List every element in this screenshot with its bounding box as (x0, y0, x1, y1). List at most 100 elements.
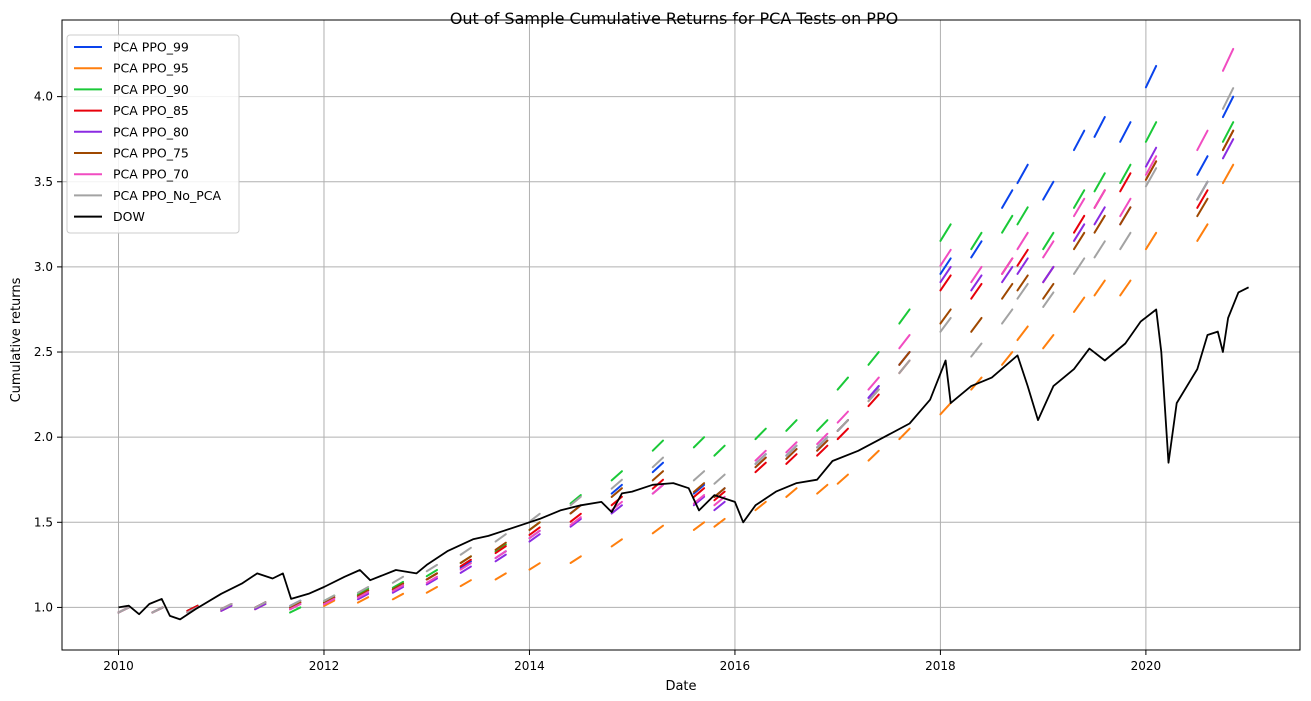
series-segment (610, 487, 623, 498)
series-segment (816, 419, 829, 432)
series-segment (692, 436, 706, 449)
series-segment (1016, 282, 1029, 300)
legend-label: PCA PPO_85 (113, 103, 189, 118)
series-segment (1093, 214, 1106, 234)
series-segment (970, 231, 983, 251)
series-segment (692, 470, 706, 482)
series-segment (356, 591, 370, 599)
series-segment (569, 512, 582, 523)
series-segment (425, 577, 438, 586)
series-segment (939, 257, 952, 275)
legend-label: PCA PPO_95 (113, 61, 189, 76)
series-segment (1001, 351, 1014, 366)
y-tick-label: 1.5 (34, 515, 53, 529)
x-tick-label: 2014 (514, 659, 545, 673)
series-segment (569, 494, 582, 505)
series-segment (785, 419, 798, 432)
series-segment (867, 376, 880, 391)
series-segment (1196, 180, 1209, 201)
legend-entry: PCA PPO_80 (74, 124, 189, 139)
series-segment (391, 575, 405, 584)
series-segment (785, 453, 798, 465)
series-segment (1221, 121, 1235, 143)
series-segment (528, 529, 541, 540)
legend-entry: PCA PPO_90 (74, 82, 189, 97)
series-segment (356, 592, 370, 601)
series-segment (391, 582, 405, 591)
series-segment (1001, 308, 1014, 325)
series-segment (816, 432, 829, 446)
series-segment (494, 543, 507, 553)
legend-label: PCA PPO_80 (113, 124, 189, 139)
series-segment (898, 334, 911, 350)
series-segment (569, 555, 582, 564)
series-segment (692, 482, 706, 493)
series-segment (1042, 180, 1055, 201)
series-segment (610, 478, 623, 490)
series-segment (754, 461, 767, 474)
y-tick-label: 3.0 (34, 260, 53, 274)
series-segment (1119, 197, 1132, 218)
series-segment (1196, 155, 1209, 176)
y-tick-label: 4.0 (34, 90, 53, 104)
series-segment (785, 448, 798, 460)
series-segment (970, 316, 983, 333)
legend-label: DOW (113, 209, 145, 224)
series-segment (391, 580, 405, 589)
series-segment (1221, 163, 1235, 185)
series-segment (425, 568, 438, 578)
series-segment (785, 441, 798, 454)
series-segment (528, 562, 541, 571)
series-segment (220, 604, 233, 612)
series-segment (459, 555, 472, 564)
series-segment (1001, 282, 1014, 300)
series-segment (322, 599, 336, 607)
series-segment (322, 597, 336, 606)
x-tick-label: 2010 (103, 659, 134, 673)
series-segment (254, 601, 267, 609)
series-segment (816, 439, 829, 452)
series-segment (1016, 206, 1029, 226)
series-segment (1042, 282, 1055, 300)
series-segment (289, 599, 302, 607)
series-segment (459, 562, 472, 571)
series-segment (1119, 172, 1132, 193)
series-segment (651, 470, 665, 482)
series-segment (1119, 163, 1132, 185)
series-segment (867, 449, 880, 462)
series-segment (494, 553, 507, 563)
y-tick-label: 2.0 (34, 430, 53, 444)
series-segment (692, 483, 706, 495)
series-segment (1042, 291, 1055, 308)
series-segment (425, 572, 438, 581)
legend-entry: DOW (74, 209, 145, 224)
x-tick-label: 2018 (925, 659, 956, 673)
series-segment (1016, 257, 1029, 275)
series-segment (754, 427, 767, 441)
series-segment (836, 376, 849, 391)
series-segment (785, 487, 798, 498)
series-segment (970, 265, 983, 284)
series-segment (1042, 231, 1055, 251)
series-segment (754, 453, 767, 465)
series-segment (754, 500, 767, 512)
series-segment (459, 546, 472, 556)
series-segment (1001, 265, 1014, 284)
series-segment (970, 342, 983, 358)
series-segment (356, 586, 370, 594)
series-segment (1016, 163, 1029, 185)
series-segment (569, 517, 582, 528)
series-segment (1072, 214, 1086, 234)
series-pca-ppo-85 (117, 129, 1235, 614)
series-segment (528, 526, 541, 536)
series-segment (836, 427, 849, 441)
series-segment (1042, 240, 1055, 259)
series-segment (1196, 197, 1209, 218)
series-segment (1042, 265, 1055, 284)
series-segment (1001, 214, 1014, 234)
series-segment (1072, 257, 1086, 275)
legend-label: PCA PPO_99 (113, 40, 189, 55)
series-segment (939, 308, 952, 325)
series-segment (1196, 129, 1209, 152)
series-segment (651, 456, 665, 469)
